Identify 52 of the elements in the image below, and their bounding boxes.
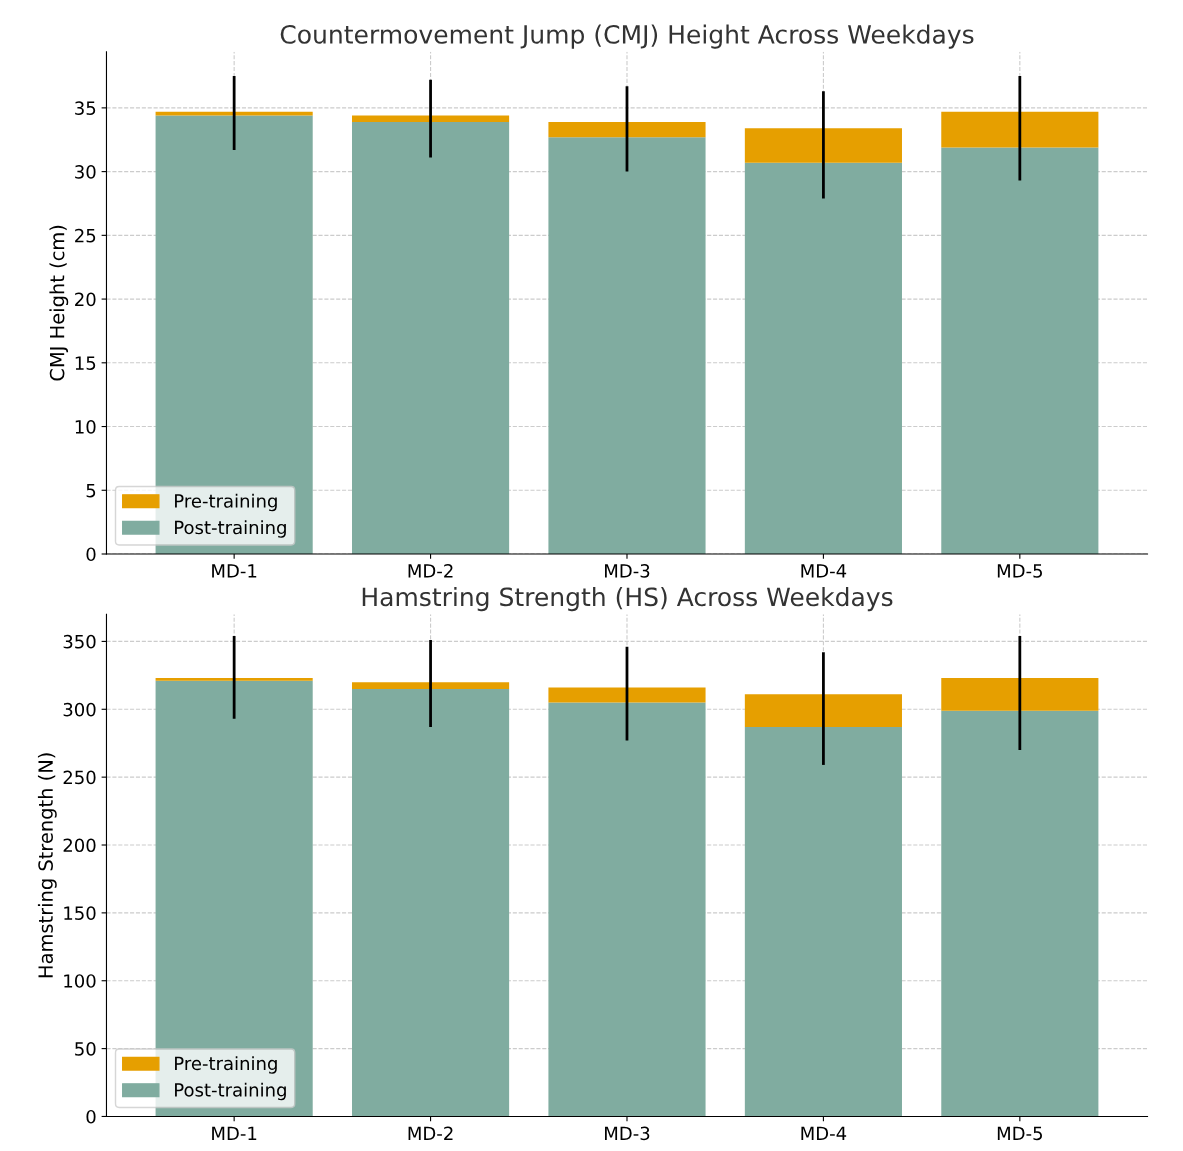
bar — [548, 702, 706, 1117]
bar — [548, 687, 706, 703]
chart-title: Countermovement Jump (CMJ) Height Across Weekdays — [280, 24, 974, 49]
legend-label: Post-training — [175, 520, 286, 538]
x-tick-label: MD-2 — [408, 1126, 453, 1140]
bar — [744, 726, 902, 1117]
y-axis-title: CMJ Height (cm) — [49, 225, 69, 381]
bar — [352, 115, 510, 122]
x-tick-label: MD-3 — [605, 564, 650, 578]
y-tick-label: 10 — [75, 420, 96, 434]
y-tick-label: 50 — [75, 1042, 96, 1056]
bar — [352, 121, 510, 554]
y-axis-title: Hamstring Strength (N) — [37, 753, 57, 978]
y-tick-label: 200 — [63, 838, 96, 853]
bar — [548, 137, 706, 554]
y-tick-label: 15 — [75, 356, 96, 370]
y-tick-label: 300 — [63, 702, 96, 717]
bar — [941, 678, 1099, 711]
y-tick-label: 350 — [63, 634, 96, 649]
y-tick-label: 35 — [75, 101, 96, 115]
bar — [352, 688, 510, 1117]
bar — [941, 710, 1099, 1117]
y-tick-label: 0 — [86, 547, 96, 562]
bar — [744, 694, 902, 727]
y-tick-label: 20 — [75, 292, 96, 307]
x-tick-label: MD-2 — [408, 564, 453, 578]
y-tick-label: 30 — [75, 165, 96, 179]
x-tick-label: MD-1 — [212, 564, 257, 578]
bar — [744, 128, 902, 163]
legend-label: Pre-training — [175, 1056, 277, 1074]
x-tick-label: MD-3 — [605, 1126, 650, 1141]
bar — [941, 111, 1099, 148]
y-tick-label: 0 — [86, 1109, 96, 1124]
bar — [155, 111, 313, 116]
chart-title: Hamstring Strength (HS) Across Weekdays — [362, 586, 893, 612]
x-tick-label: MD-5 — [997, 1126, 1042, 1141]
bar — [941, 147, 1099, 554]
x-tick-label: MD-5 — [997, 564, 1042, 578]
x-tick-label: MD-4 — [801, 564, 847, 578]
bar — [744, 162, 902, 554]
y-tick-label: 100 — [64, 974, 96, 988]
bar — [548, 121, 706, 138]
x-tick-label: MD-4 — [801, 1126, 847, 1140]
legend-label: Post-training — [175, 1082, 286, 1101]
y-tick-label: 5 — [86, 483, 96, 498]
y-tick-label: 250 — [63, 770, 96, 785]
legend-label: Pre-training — [175, 493, 277, 512]
bar — [155, 678, 313, 681]
y-tick-label: 150 — [64, 906, 96, 920]
bar — [352, 682, 510, 689]
y-tick-label: 25 — [75, 228, 96, 243]
x-tick-label: MD-1 — [212, 1126, 257, 1140]
